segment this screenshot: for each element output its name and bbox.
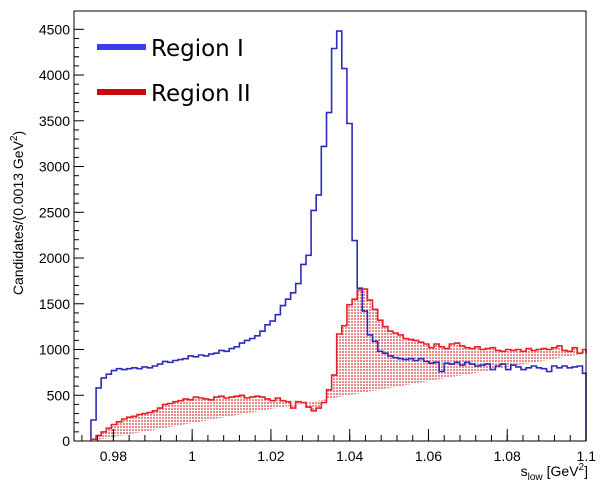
y-axis-title-main: Candidates/(0.0013 GeV [10, 140, 26, 295]
x-tick-label: 0.98 [100, 448, 127, 464]
fill-layer [90, 289, 587, 441]
x-axis-title-unit-suffix: ] [584, 463, 588, 479]
y-tick-label: 3500 [39, 113, 70, 129]
x-axis-title-unit-sup: 2 [579, 462, 585, 473]
x-axis: 0.98 1 1.02 1.04 1.06 1.08 1.1 [81, 429, 597, 464]
x-tick-label: 1.1 [577, 448, 597, 464]
y-axis-title-sup: 2 [9, 135, 20, 141]
y-tick-label: 4000 [39, 67, 70, 83]
y-axis: 0 500 1000 1500 2000 2500 3000 3500 4000 4500 [39, 21, 84, 449]
x-tick-label: 1.04 [336, 448, 363, 464]
x-tick-label: 1 [188, 448, 196, 464]
legend-label-region-ii: Region II [151, 81, 251, 107]
series-region-i-line [90, 30, 587, 441]
y-axis-title: Candidates/(0.0013 GeV2) [9, 131, 26, 295]
y-tick-label: 2500 [39, 204, 70, 220]
x-axis-title-main: s [521, 463, 528, 479]
x-axis-title: slow [GeV2] [521, 462, 588, 483]
y-tick-label: 3000 [39, 159, 70, 175]
x-tick-label: 1.06 [415, 448, 442, 464]
legend-label-region-i: Region I [151, 36, 244, 62]
x-tick-label: 1.02 [257, 448, 284, 464]
y-tick-label: 0 [62, 433, 70, 449]
series-region-ii-line [90, 288, 587, 441]
y-tick-label: 1500 [39, 296, 70, 312]
series-layer [90, 30, 587, 441]
y-tick-label: 1000 [39, 342, 70, 358]
y-axis-title-suffix: ) [10, 131, 26, 136]
y-tick-label: 2000 [39, 250, 70, 266]
x-axis-title-sub: low [528, 472, 544, 483]
plot-frame [73, 10, 587, 442]
y-tick-label: 4500 [39, 21, 70, 37]
y-tick-label: 500 [47, 387, 71, 403]
series-region-ii-fill [90, 289, 587, 441]
x-axis-title-unit: [GeV [547, 463, 580, 479]
legend: Region I Region II [97, 36, 251, 107]
x-tick-label: 1.08 [494, 448, 521, 464]
